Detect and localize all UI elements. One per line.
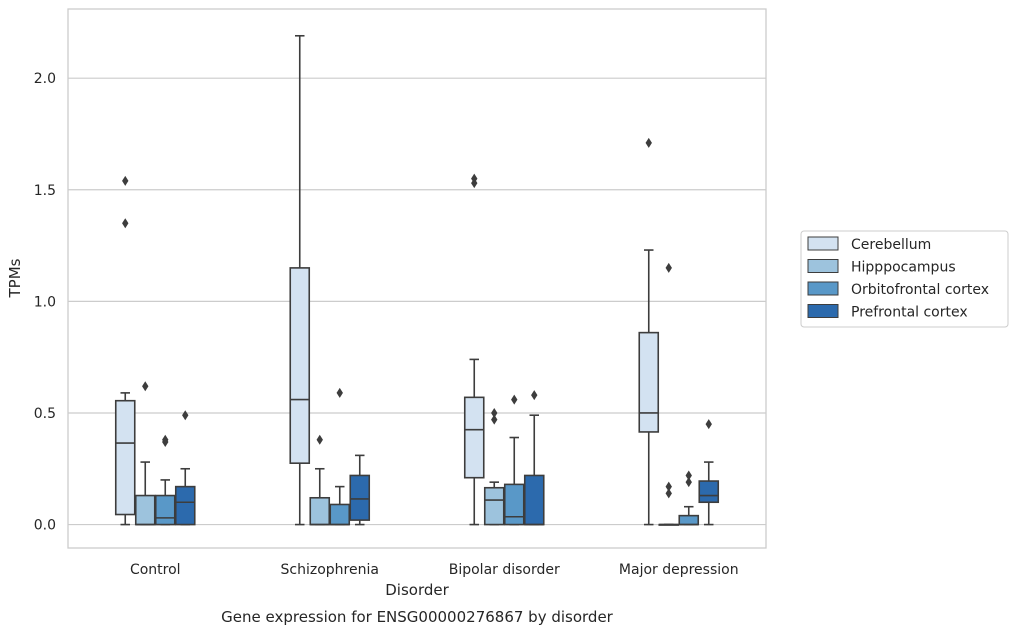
outlier-point [122, 218, 129, 229]
outlier-point [645, 137, 652, 148]
legend-label: Prefrontal cortex [851, 305, 968, 321]
outlier-point [142, 381, 149, 392]
legend-label: Orbitofrontal cortex [851, 282, 989, 298]
y-tick-label: 1.0 [34, 294, 56, 310]
box-3-2 [523, 390, 545, 526]
y-tick-label: 0.0 [34, 518, 56, 534]
x-axis-label: Disorder [385, 581, 449, 599]
outlier-point [316, 434, 323, 445]
outlier-point [471, 173, 478, 184]
chart-title: Gene expression for ENSG00000276867 by d… [221, 608, 614, 626]
box-1-1 [309, 434, 331, 526]
legend-swatch [807, 236, 839, 251]
box-body [503, 483, 525, 526]
x-tick-labels: Control Schizophrenia Bipolar disorder Majo… [130, 562, 739, 578]
box-1-3 [658, 262, 680, 526]
box-2-1 [329, 387, 351, 526]
box-body [154, 494, 176, 526]
box-3-3 [698, 419, 720, 526]
box-2-0 [154, 434, 176, 526]
outlier-point [685, 470, 692, 481]
box-body [114, 399, 136, 516]
outlier-point [511, 394, 518, 405]
box-body [309, 496, 331, 526]
box-body [329, 503, 351, 526]
box-layer [114, 34, 720, 526]
box-body [678, 514, 700, 526]
legend-label: Hipppocampus [851, 260, 956, 276]
box-1-0 [134, 381, 156, 526]
legend: Cerebellum Hipppocampus Orbitofrontal cort… [800, 230, 1009, 328]
outlier-point [162, 434, 169, 445]
legend-label: Cerebellum [851, 237, 931, 253]
box-3-0 [174, 410, 196, 526]
box-body [698, 480, 720, 504]
box-1-2 [483, 407, 505, 526]
y-tick-label: 1.5 [34, 183, 56, 199]
outlier-point [705, 419, 712, 430]
plot-frame [67, 8, 767, 549]
box-body [349, 474, 371, 521]
outlier-point [182, 410, 189, 421]
outlier-point [685, 477, 692, 488]
legend-swatch [807, 281, 839, 296]
y-tick-label: 0.5 [34, 406, 56, 422]
outlier-point [531, 390, 538, 401]
outlier-point [665, 481, 672, 492]
outlier-point [491, 414, 498, 425]
x-tick-label: Major depression [619, 562, 739, 578]
box-0-3 [638, 137, 660, 526]
y-tick-labels: 0.0 0.5 1.0 1.5 2.0 [34, 71, 56, 533]
box-body [289, 267, 311, 464]
y-tick-label: 2.0 [34, 71, 56, 87]
box-0-1 [289, 34, 311, 526]
outlier-point [122, 175, 129, 186]
x-tick-label: Schizophrenia [281, 562, 379, 578]
box-body [483, 486, 505, 526]
box-body [463, 396, 485, 479]
box-2-3 [678, 470, 700, 526]
box-body [134, 494, 156, 526]
legend-swatch [807, 304, 839, 318]
box-body [523, 474, 545, 526]
y-axis-label: TPMs [6, 258, 24, 298]
box-2-2 [503, 394, 525, 526]
x-tick-label: Bipolar disorder [449, 562, 560, 578]
box-body [174, 485, 196, 526]
box-0-2 [463, 173, 485, 526]
box-0-0 [114, 175, 136, 526]
box-body [638, 331, 660, 433]
legend-frame [800, 230, 1009, 328]
outlier-point [491, 407, 498, 418]
outlier-point [665, 262, 672, 273]
outlier-point [665, 488, 672, 499]
x-tick-label: Control [130, 562, 181, 578]
legend-swatch [807, 259, 839, 273]
box-3-1 [349, 454, 371, 526]
outlier-point [336, 387, 343, 398]
grid-layer [68, 77, 766, 526]
